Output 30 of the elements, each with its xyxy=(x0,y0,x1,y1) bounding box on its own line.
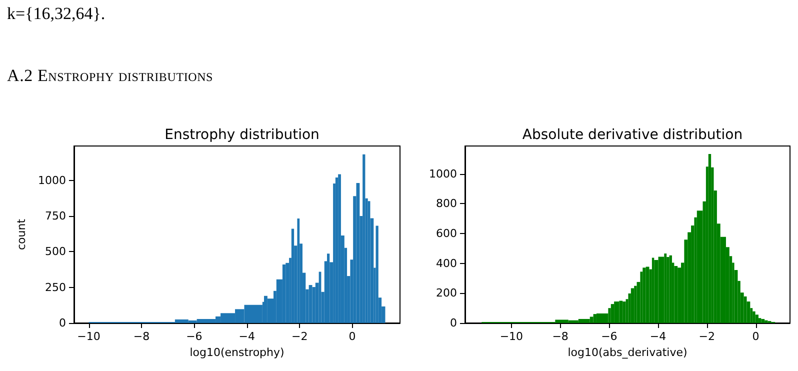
x-tick-label: −6 xyxy=(601,330,618,343)
y-axis-title: count xyxy=(15,218,28,250)
y-tick-label: 400 xyxy=(436,256,457,270)
y-tick-label: 0 xyxy=(59,316,66,330)
text: k={16,32,64}. xyxy=(7,4,106,24)
x-tick-label: −10 xyxy=(77,330,100,343)
y-tick-label: 250 xyxy=(45,280,66,294)
y-tick-label: 600 xyxy=(436,226,457,240)
x-tick-label: 0 xyxy=(348,330,356,343)
x-tick-label: −4 xyxy=(238,330,255,343)
x-tick-label: −8 xyxy=(133,330,150,343)
y-tick-label: 1000 xyxy=(429,167,457,180)
x-tick-label: −10 xyxy=(500,330,524,343)
x-axis-title: log10(abs_derivative) xyxy=(568,346,688,359)
x-tick-label: 0 xyxy=(752,330,760,343)
y-tick-label: 500 xyxy=(45,245,66,258)
y-tick-label: 0 xyxy=(450,316,457,330)
chart-title: Enstrophy distribution xyxy=(164,127,320,143)
y-tick-label: 800 xyxy=(436,197,457,210)
text: A.2 Enstrophy distributions xyxy=(7,66,214,86)
y-tick-label: 750 xyxy=(45,209,66,222)
x-axis-title: log10(enstrophy) xyxy=(190,346,284,359)
x-tick-label: −2 xyxy=(698,330,716,343)
x-tick-label: −6 xyxy=(186,330,202,343)
x-tick-label: −8 xyxy=(552,330,568,343)
x-tick-label: −4 xyxy=(650,330,666,343)
y-tick-label: 1000 xyxy=(38,174,66,187)
chart-title: Absolute derivative distribution xyxy=(522,127,743,143)
x-tick-label: −2 xyxy=(291,330,308,343)
y-tick-label: 200 xyxy=(436,286,457,300)
